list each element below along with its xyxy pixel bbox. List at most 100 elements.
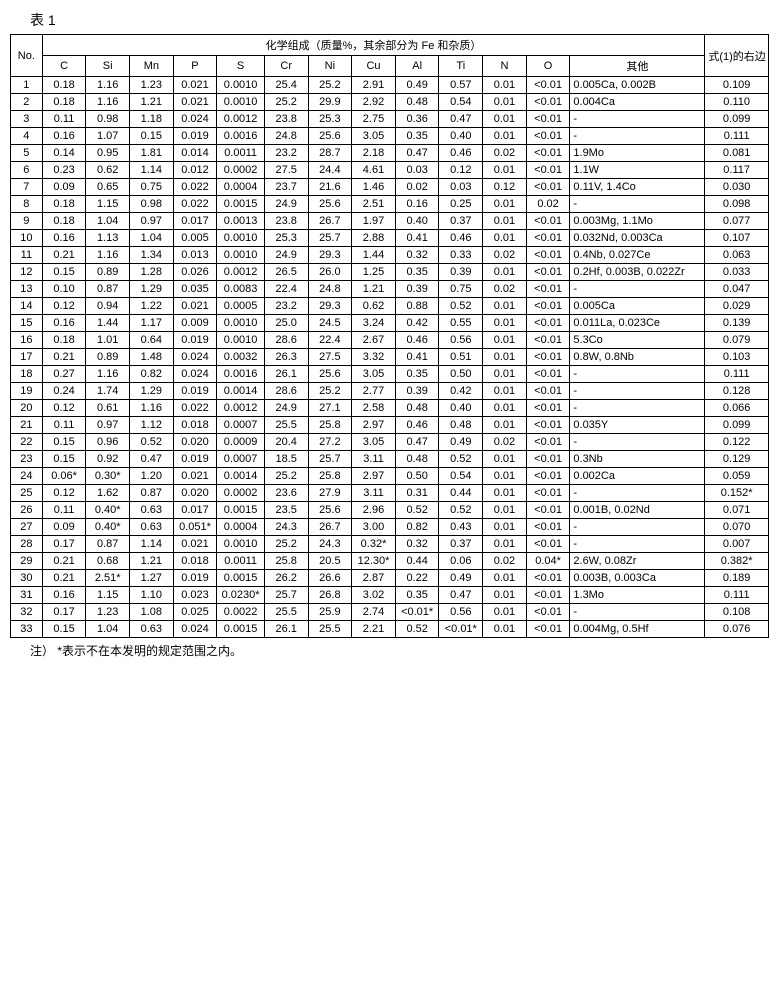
cell-cr: 26.5: [264, 264, 308, 281]
cell-ni: 29.3: [308, 298, 352, 315]
cell-cr: 24.9: [264, 196, 308, 213]
cell-n: 0.01: [483, 366, 527, 383]
cell-ti: 0.49: [439, 570, 483, 587]
cell-al: 0.31: [395, 485, 439, 502]
cell-si: 1.13: [86, 230, 130, 247]
col-n: N: [483, 56, 527, 77]
cell-n: 0.01: [483, 587, 527, 604]
cell-ni: 25.2: [308, 77, 352, 94]
cell-o: <0.01: [526, 587, 570, 604]
cell-ti: 0.52: [439, 502, 483, 519]
cell-other: -: [570, 196, 705, 213]
cell-ti: 0.44: [439, 485, 483, 502]
cell-no: 33: [11, 621, 43, 638]
cell-al: 0.22: [395, 570, 439, 587]
cell-no: 31: [11, 587, 43, 604]
cell-p: 0.005: [173, 230, 217, 247]
cell-cr: 22.4: [264, 281, 308, 298]
cell-cr: 28.6: [264, 383, 308, 400]
cell-no: 26: [11, 502, 43, 519]
cell-s: 0.0015: [217, 570, 265, 587]
table-row: 330.151.040.630.0240.001526.125.52.210.5…: [11, 621, 769, 638]
cell-s: 0.0013: [217, 213, 265, 230]
cell-si: 0.87: [86, 536, 130, 553]
cell-other: 0.005Ca: [570, 298, 705, 315]
cell-p: 0.021: [173, 94, 217, 111]
cell-cu: 2.96: [352, 502, 396, 519]
cell-c: 0.06*: [42, 468, 86, 485]
cell-c: 0.16: [42, 230, 86, 247]
cell-o: <0.01: [526, 502, 570, 519]
cell-si: 1.16: [86, 366, 130, 383]
cell-s: 0.0014: [217, 383, 265, 400]
cell-c: 0.14: [42, 145, 86, 162]
cell-no: 32: [11, 604, 43, 621]
cell-rhs: 0.152*: [705, 485, 769, 502]
cell-si: 0.89: [86, 264, 130, 281]
cell-mn: 1.23: [130, 77, 174, 94]
cell-c: 0.18: [42, 196, 86, 213]
cell-cr: 26.1: [264, 621, 308, 638]
cell-ti: 0.57: [439, 77, 483, 94]
cell-cu: 3.32: [352, 349, 396, 366]
cell-c: 0.16: [42, 315, 86, 332]
cell-n: 0.02: [483, 247, 527, 264]
cell-si: 1.74: [86, 383, 130, 400]
cell-other: 0.001B, 0.02Nd: [570, 502, 705, 519]
cell-o: <0.01: [526, 94, 570, 111]
table-row: 220.150.960.520.0200.000920.427.23.050.4…: [11, 434, 769, 451]
cell-al: 0.46: [395, 332, 439, 349]
cell-other: -: [570, 281, 705, 298]
cell-cu: 1.46: [352, 179, 396, 196]
cell-o: <0.01: [526, 485, 570, 502]
cell-no: 29: [11, 553, 43, 570]
cell-n: 0.01: [483, 502, 527, 519]
cell-no: 5: [11, 145, 43, 162]
cell-o: <0.01: [526, 451, 570, 468]
cell-cr: 23.5: [264, 502, 308, 519]
cell-n: 0.01: [483, 468, 527, 485]
cell-s: 0.0004: [217, 519, 265, 536]
cell-rhs: 0.382*: [705, 553, 769, 570]
cell-s: 0.0010: [217, 230, 265, 247]
cell-no: 24: [11, 468, 43, 485]
cell-al: 0.47: [395, 145, 439, 162]
cell-p: 0.026: [173, 264, 217, 281]
cell-s: 0.0012: [217, 111, 265, 128]
cell-o: <0.01: [526, 621, 570, 638]
cell-no: 2: [11, 94, 43, 111]
cell-o: <0.01: [526, 383, 570, 400]
cell-other: -: [570, 383, 705, 400]
cell-si: 1.01: [86, 332, 130, 349]
col-mn: Mn: [130, 56, 174, 77]
cell-al: 0.49: [395, 77, 439, 94]
table-row: 270.090.40*0.630.051*0.000424.326.73.000…: [11, 519, 769, 536]
cell-p: 0.021: [173, 298, 217, 315]
cell-ti: 0.46: [439, 230, 483, 247]
cell-no: 16: [11, 332, 43, 349]
cell-s: 0.0230*: [217, 587, 265, 604]
cell-mn: 1.16: [130, 400, 174, 417]
cell-si: 1.62: [86, 485, 130, 502]
footnote-text: *表示不在本发明的规定范围之内。: [57, 644, 242, 658]
cell-p: 0.012: [173, 162, 217, 179]
cell-rhs: 0.007: [705, 536, 769, 553]
cell-mn: 1.21: [130, 94, 174, 111]
cell-ni: 22.4: [308, 332, 352, 349]
cell-si: 0.96: [86, 434, 130, 451]
cell-s: 0.0012: [217, 264, 265, 281]
cell-no: 19: [11, 383, 43, 400]
cell-s: 0.0010: [217, 77, 265, 94]
cell-ni: 26.0: [308, 264, 352, 281]
cell-ti: 0.33: [439, 247, 483, 264]
cell-c: 0.11: [42, 111, 86, 128]
cell-mn: 1.22: [130, 298, 174, 315]
cell-no: 12: [11, 264, 43, 281]
cell-cr: 25.5: [264, 604, 308, 621]
cell-rhs: 0.108: [705, 604, 769, 621]
cell-mn: 0.63: [130, 502, 174, 519]
cell-c: 0.21: [42, 553, 86, 570]
cell-mn: 0.15: [130, 128, 174, 145]
col-ni: Ni: [308, 56, 352, 77]
col-cr: Cr: [264, 56, 308, 77]
